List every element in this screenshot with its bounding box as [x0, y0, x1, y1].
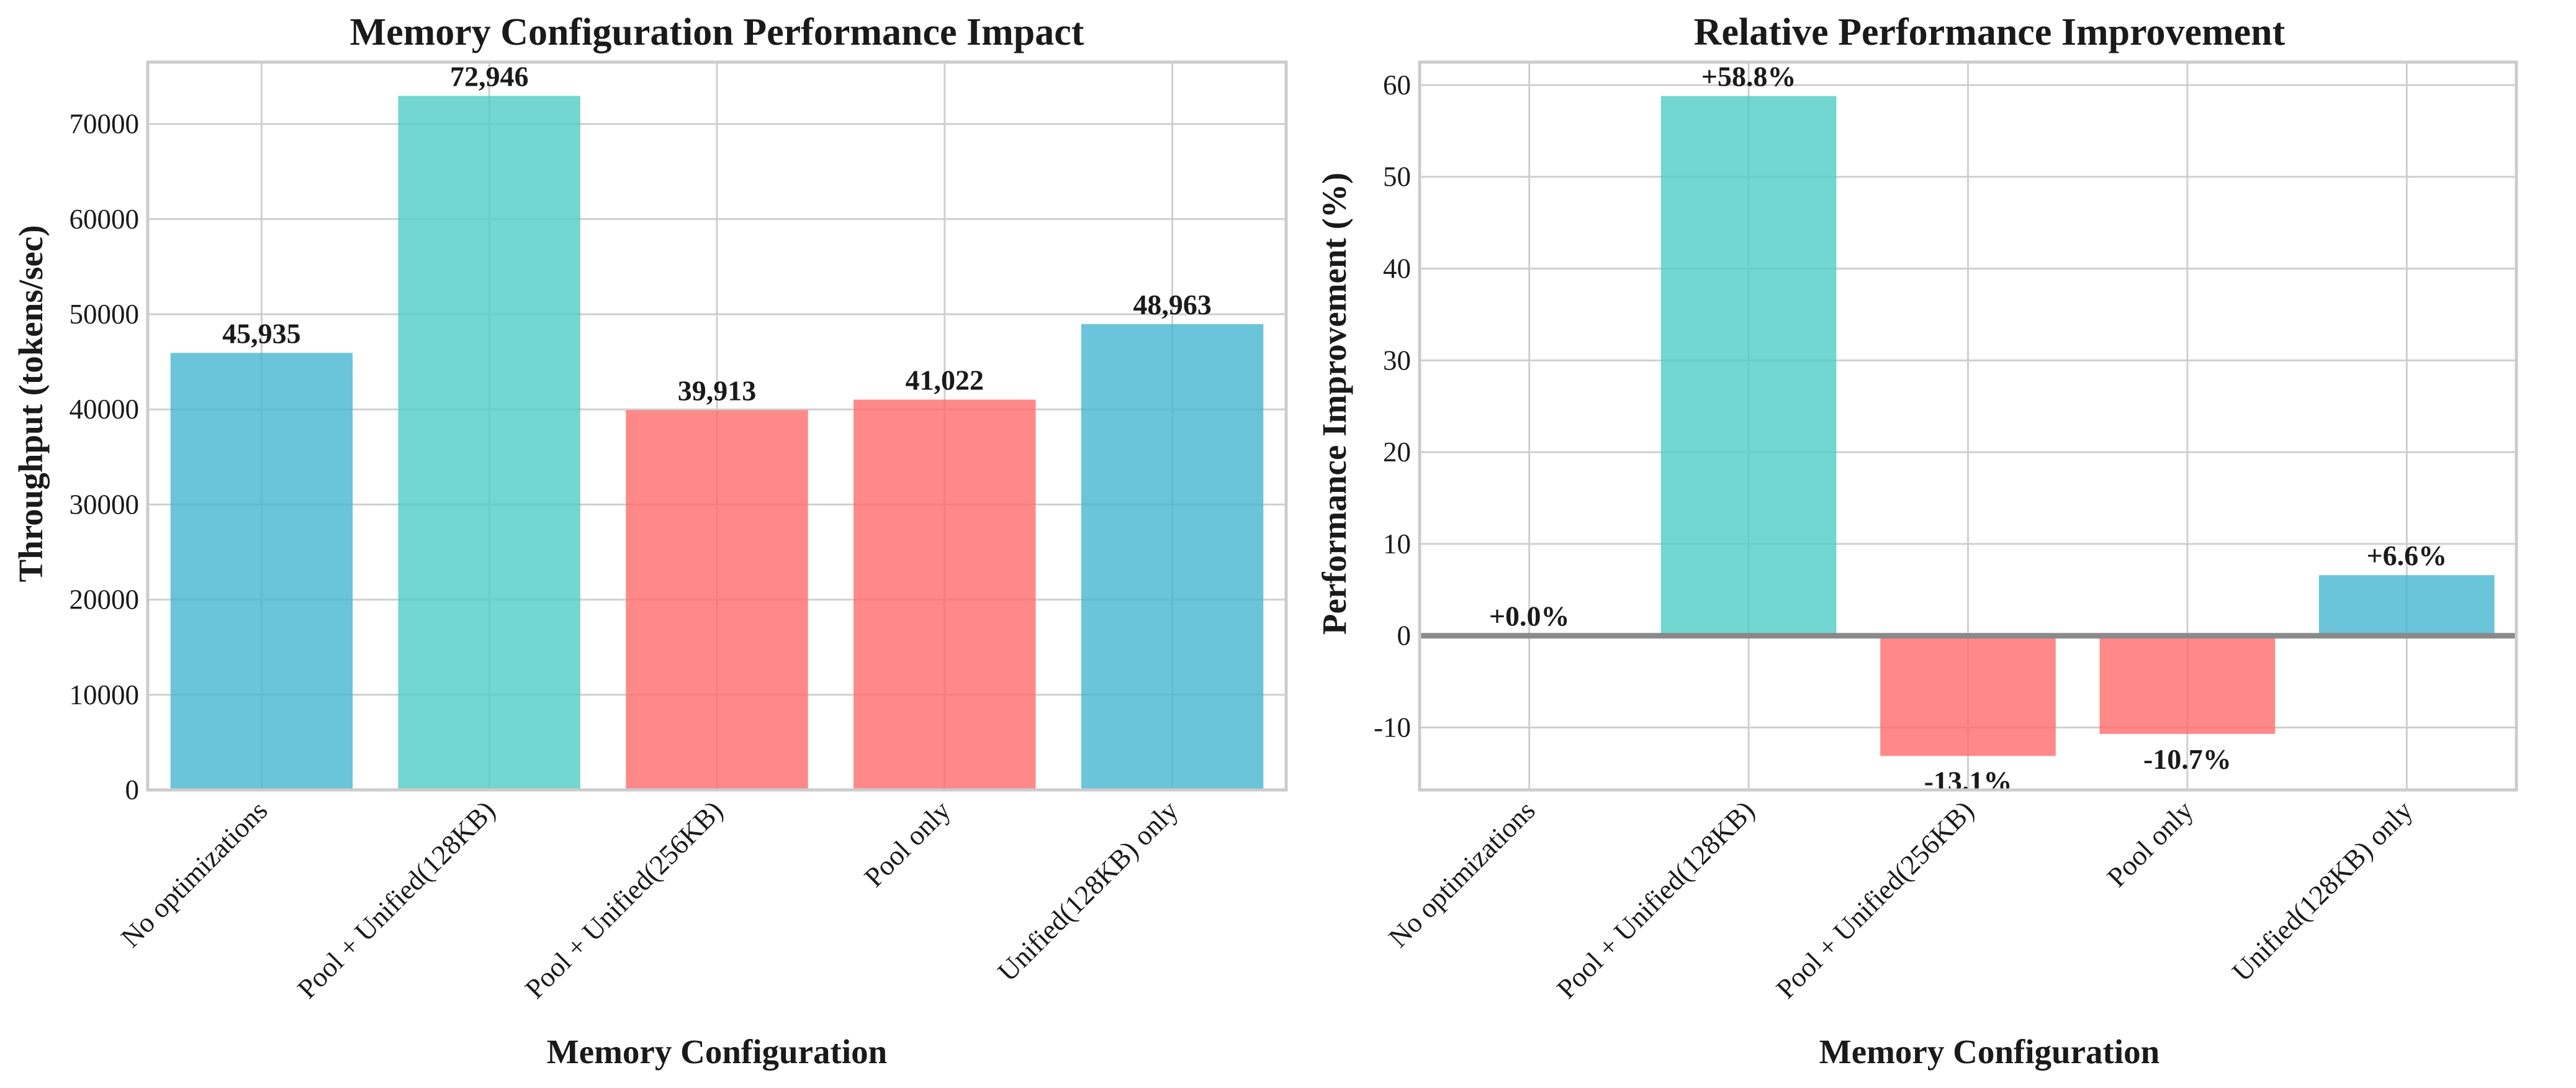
x-tick-label: Pool only [2101, 794, 2200, 893]
x-tick-label: No optimizations [1382, 795, 1541, 953]
bar [1660, 96, 1837, 636]
x-tick-label: Pool + Unified(256KB) [519, 795, 729, 1005]
value-label: +6.6% [2366, 540, 2447, 571]
value-label: -10.7% [2143, 743, 2231, 775]
value-label: 72,946 [450, 60, 529, 92]
chart-title: Relative Performance Improvement [1694, 11, 2286, 53]
improvement-chart: Relative Performance Improvement Memory … [1315, 11, 2518, 1071]
y-tick-label: 20 [1383, 437, 1411, 468]
x-tick-label: Pool only [858, 794, 957, 893]
bar [853, 399, 1036, 790]
value-label: 41,022 [906, 365, 984, 396]
x-tick-label: No optimizations [115, 795, 273, 953]
value-label: +58.8% [1701, 61, 1796, 93]
bar [2099, 635, 2276, 734]
bar [1081, 324, 1264, 790]
y-tick-label: 30 [1383, 345, 1411, 376]
y-ticks: 0 10000 20000 30000 40000 50000 60000 70000 [70, 109, 140, 805]
value-label: -13.1% [1924, 765, 2012, 797]
bar [170, 353, 353, 790]
value-label: 45,935 [222, 317, 301, 349]
y-tick-label: 10 [1383, 528, 1411, 560]
y-tick-label: 40000 [70, 394, 140, 425]
x-ticks: No optimizations Pool + Unified(128KB) Poo… [1382, 794, 2418, 1004]
y-ticks: -10 0 10 20 30 40 50 60 [1374, 70, 1411, 743]
x-tick-label: Unified(128KB) only [991, 794, 1184, 987]
y-tick-label: 10000 [70, 679, 140, 710]
y-tick-label: 30000 [70, 489, 140, 520]
bars [170, 96, 1264, 790]
x-tick-label: Pool + Unified(256KB) [1770, 795, 1980, 1005]
plot-frame [1418, 60, 2518, 792]
y-tick-label: 20000 [70, 584, 140, 615]
chart-title: Memory Configuration Performance Impact [350, 11, 1084, 53]
y-tick-label: 70000 [70, 109, 140, 140]
y-axis-label: Throughput (tokens/sec) [12, 225, 50, 582]
data-labels: +0.0% +58.8% -13.1% -10.7% +6.6% [1489, 61, 2447, 797]
y-tick-label: 0 [125, 774, 140, 805]
throughput-chart: Memory Configuration Performance Impact … [12, 11, 1288, 1071]
value-label: 48,963 [1133, 289, 1212, 320]
x-axis-label: Memory Configuration [547, 1033, 887, 1071]
x-tick-label: Pool + Unified(128KB) [1551, 795, 1760, 1005]
y-tick-label: 0 [1397, 620, 1412, 651]
bar [398, 96, 580, 790]
y-tick-label: 50000 [70, 299, 140, 330]
y-tick-label: -10 [1374, 712, 1411, 743]
x-ticks: No optimizations Pool + Unified(128KB) Poo… [115, 794, 1184, 1004]
x-tick-label: Unified(128KB) only [2226, 794, 2419, 987]
x-tick-label: Pool + Unified(128KB) [291, 795, 501, 1005]
y-axis-label: Performance Improvement (%) [1315, 173, 1353, 635]
bars [1441, 96, 2495, 756]
bar [1880, 635, 2056, 756]
bar [2318, 575, 2495, 636]
y-tick-label: 50 [1383, 161, 1411, 193]
x-axis-label: Memory Configuration [1819, 1033, 2159, 1071]
data-labels: 45,935 72,946 39,913 41,022 48,963 [222, 60, 1212, 406]
y-tick-label: 40 [1383, 253, 1411, 284]
bar [626, 410, 808, 790]
plot-frame [146, 60, 1288, 792]
value-label: +0.0% [1489, 601, 1570, 632]
y-tick-label: 60 [1383, 70, 1411, 101]
y-tick-label: 60000 [70, 204, 140, 235]
value-label: 39,913 [678, 375, 757, 407]
